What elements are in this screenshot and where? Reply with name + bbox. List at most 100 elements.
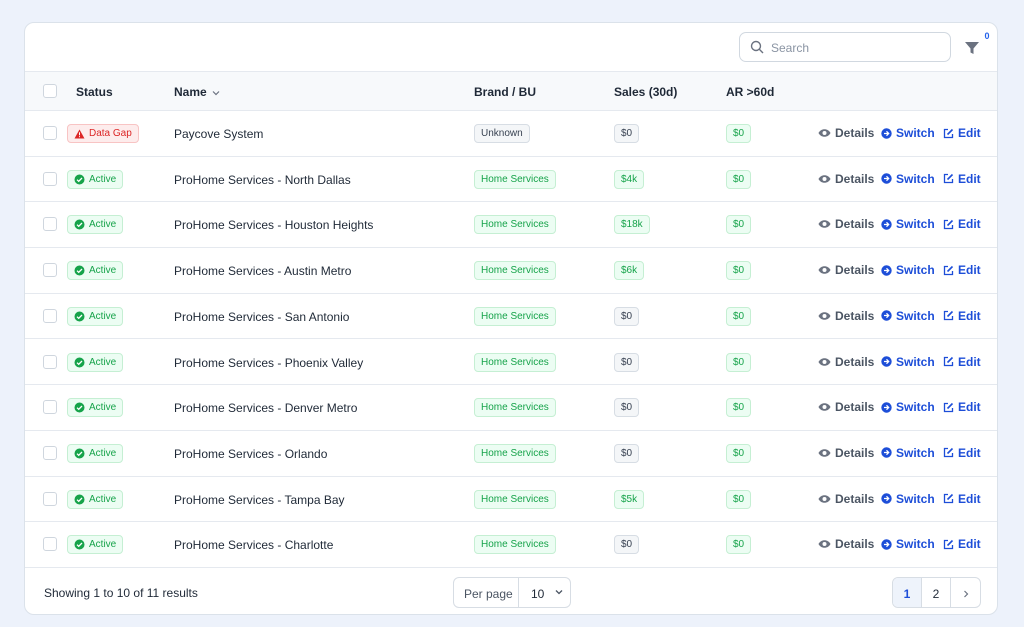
row-checkbox[interactable] [43, 309, 57, 323]
row-action[interactable]: Details [818, 126, 874, 140]
page-button[interactable]: 2 [922, 578, 951, 607]
action-label: Edit [958, 492, 981, 506]
table-header: StatusNameBrand / BUSales (30d)AR >60d [25, 71, 998, 111]
column-header: Brand / BU [474, 85, 536, 99]
next-page-button[interactable] [951, 578, 980, 607]
sales-badge: $0 [614, 124, 639, 143]
status-badge: Data Gap [67, 124, 139, 143]
brand-badge: Home Services [474, 170, 556, 189]
row-name: ProHome Services - Orlando [174, 447, 327, 461]
table-row: ActiveProHome Services - Denver MetroHom… [25, 385, 998, 431]
row-action[interactable]: Edit [943, 309, 981, 323]
column-header[interactable]: Name [174, 85, 207, 99]
row-checkbox[interactable] [43, 537, 57, 551]
row-checkbox[interactable] [43, 217, 57, 231]
brand-badge: Home Services [474, 261, 556, 280]
row-checkbox[interactable] [43, 126, 57, 140]
row-action[interactable]: Switch [881, 492, 935, 506]
action-label: Details [835, 446, 874, 460]
brand-badge: Unknown [474, 124, 530, 143]
row-checkbox[interactable] [43, 400, 57, 414]
row-action[interactable]: Details [818, 492, 874, 506]
status-text: Active [89, 494, 116, 505]
select-all-checkbox[interactable] [43, 84, 57, 98]
page-button[interactable]: 1 [893, 578, 922, 607]
row-name: ProHome Services - Phoenix Valley [174, 356, 363, 370]
ar-badge: $0 [726, 353, 751, 372]
row-action[interactable]: Edit [943, 126, 981, 140]
action-label: Edit [958, 126, 981, 140]
action-label: Switch [896, 172, 935, 186]
table-row: ActiveProHome Services - Austin MetroHom… [25, 248, 998, 294]
row-action[interactable]: Switch [881, 446, 935, 460]
row-action[interactable]: Details [818, 355, 874, 369]
search-placeholder: Search [771, 41, 809, 55]
row-checkbox[interactable] [43, 355, 57, 369]
table-row: Data GapPaycove SystemUnknown$0$0Details… [25, 111, 998, 157]
row-action[interactable]: Switch [881, 355, 935, 369]
row-name: ProHome Services - Houston Heights [174, 218, 373, 232]
row-action[interactable]: Details [818, 172, 874, 186]
action-label: Edit [958, 217, 981, 231]
table-row: Active ProHome Services - Houston Heights… [25, 202, 998, 248]
row-name: ProHome Services - Denver Metro [174, 401, 357, 415]
action-label: Details [835, 263, 874, 277]
action-label: Switch [896, 446, 935, 460]
action-label: Details [835, 217, 874, 231]
row-action[interactable]: Details [818, 537, 874, 551]
table-row: ActiveProHome Services - North DallasHom… [25, 157, 998, 203]
row-checkbox[interactable] [43, 263, 57, 277]
row-action[interactable]: Details [818, 446, 874, 460]
row-action[interactable]: Details [818, 400, 874, 414]
brand-badge: Home Services [474, 535, 556, 554]
sales-badge: $0 [614, 398, 639, 417]
row-action[interactable]: Switch [881, 172, 935, 186]
status-badge: Active [67, 307, 123, 326]
ar-badge: $0 [726, 124, 751, 143]
status-text: Active [89, 448, 116, 459]
status-text: Active [89, 219, 116, 230]
table-footer: Showing 1 to 10 of 11 results Per page 1… [25, 568, 998, 615]
status-text: Data Gap [89, 128, 132, 139]
row-checkbox[interactable] [43, 446, 57, 460]
row-action[interactable]: Details [818, 263, 874, 277]
row-action[interactable]: Edit [943, 537, 981, 551]
row-action[interactable]: Edit [943, 355, 981, 369]
status-badge: Active [67, 353, 123, 372]
column-header: AR >60d [726, 85, 774, 99]
row-action[interactable]: Edit [943, 172, 981, 186]
action-label: Edit [958, 263, 981, 277]
row-action[interactable]: Edit [943, 217, 981, 231]
filter-button[interactable] [964, 40, 980, 56]
per-page-select[interactable]: Per page 10 [453, 577, 571, 608]
sales-badge: $6k [614, 261, 644, 280]
row-action[interactable]: Switch [881, 537, 935, 551]
row-action[interactable]: Switch [881, 309, 935, 323]
row-action[interactable]: Edit [943, 263, 981, 277]
status-badge: Active [67, 535, 123, 554]
search-input[interactable]: Search [739, 32, 951, 62]
ar-badge: $0 [726, 535, 751, 554]
action-label: Details [835, 126, 874, 140]
row-action[interactable]: Switch [881, 126, 935, 140]
row-action[interactable]: Switch [881, 400, 935, 414]
row-checkbox[interactable] [43, 492, 57, 506]
filter-count: 0 [980, 29, 994, 43]
row-name: ProHome Services - San Antonio [174, 310, 349, 324]
per-page-value: 10 [531, 587, 544, 607]
table-row: ActiveProHome Services - San AntonioHome… [25, 294, 998, 340]
row-action[interactable]: Edit [943, 400, 981, 414]
ar-badge: $0 [726, 490, 751, 509]
action-label: Switch [896, 355, 935, 369]
row-action[interactable]: Details [818, 217, 874, 231]
action-label: Details [835, 400, 874, 414]
row-action[interactable]: Switch [881, 217, 935, 231]
sales-badge: $0 [614, 444, 639, 463]
row-checkbox[interactable] [43, 172, 57, 186]
status-text: Active [89, 357, 116, 368]
row-action[interactable]: Switch [881, 263, 935, 277]
row-action[interactable]: Edit [943, 446, 981, 460]
row-name: ProHome Services - Charlotte [174, 538, 333, 552]
row-action[interactable]: Edit [943, 492, 981, 506]
row-action[interactable]: Details [818, 309, 874, 323]
